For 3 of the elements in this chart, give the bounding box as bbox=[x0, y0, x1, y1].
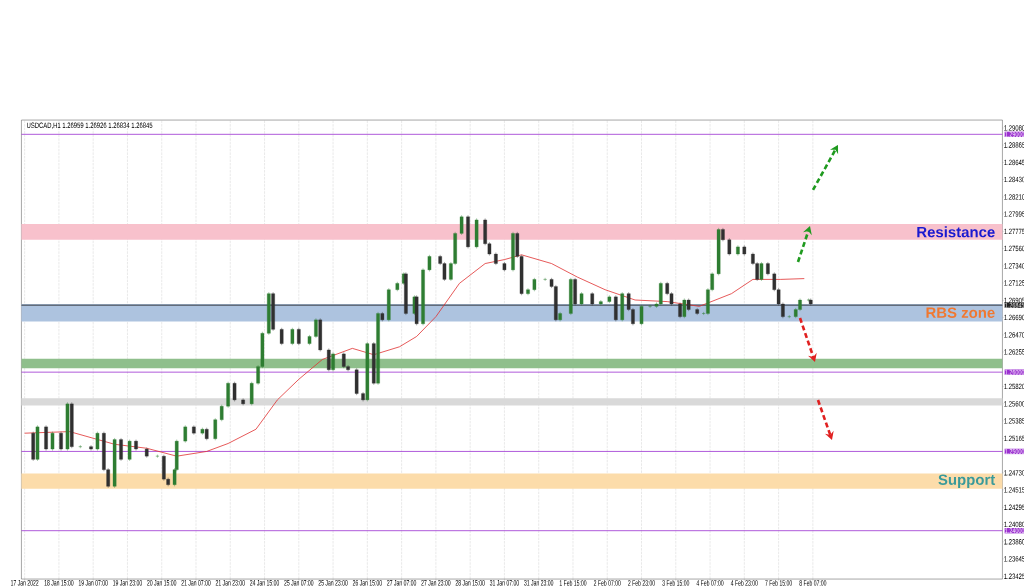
band-label: Support bbox=[938, 474, 996, 488]
band-label: RBS zone bbox=[926, 307, 995, 318]
band-label: Resistance bbox=[917, 226, 995, 238]
